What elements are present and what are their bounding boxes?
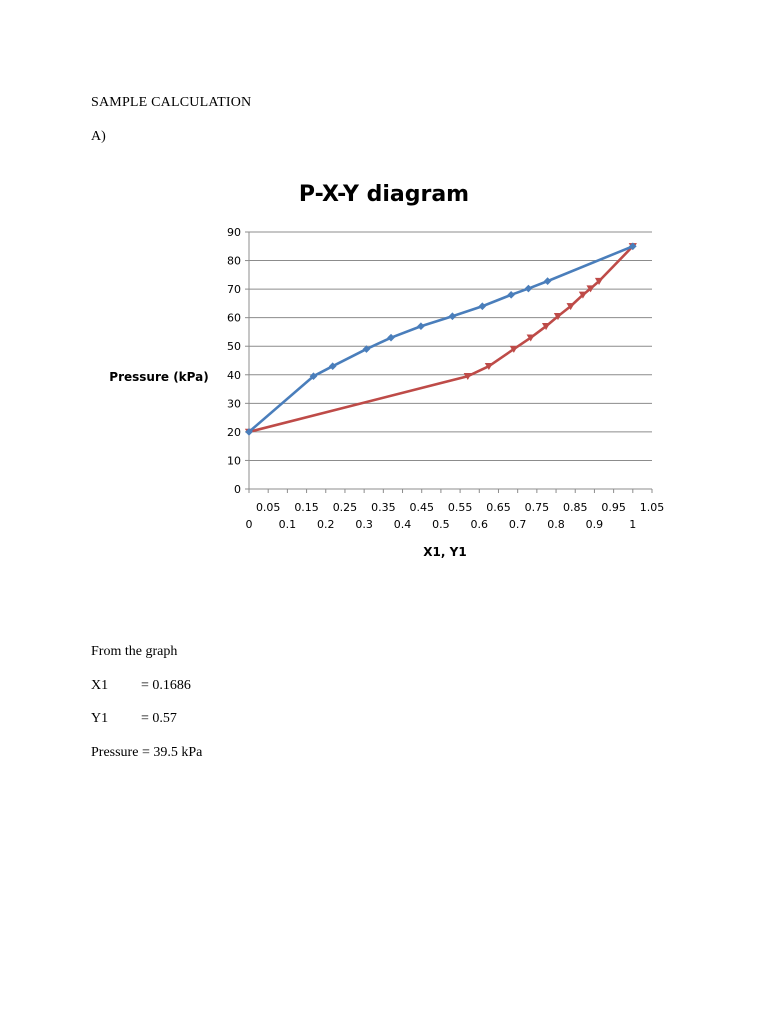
y-tick-label-3: 30 <box>227 397 241 410</box>
series-0-point-10 <box>543 277 552 285</box>
x-tick-label-upper-1: 0.15 <box>294 501 319 514</box>
x-tick-label-lower-8: 0.8 <box>547 518 565 531</box>
x-tick-label-lower-1: 0.1 <box>279 518 297 531</box>
y-tick-label-2: 20 <box>227 426 241 439</box>
result-label-pressure: Pressure <box>91 745 139 760</box>
y-tick-label-7: 70 <box>227 283 241 296</box>
x-axis-label: X1, Y1 <box>423 545 466 559</box>
series-0-point-3 <box>362 345 371 353</box>
x-tick-label-lower-7: 0.7 <box>509 518 526 531</box>
from-graph-label: From the graph <box>91 644 178 659</box>
y-tick-label-5: 50 <box>227 340 241 353</box>
series-1-point-10 <box>594 277 604 285</box>
x-tick-label-upper-5: 0.55 <box>448 501 473 514</box>
result-value-pressure: = 39.5 kPa <box>141 745 203 760</box>
x-tick-label-lower-5: 0.5 <box>432 518 450 531</box>
result-value-y1: = 0.57 <box>141 711 177 726</box>
y-tick-label-8: 80 <box>227 255 241 268</box>
series-1-point-2 <box>484 363 494 371</box>
y-tick-label-6: 60 <box>227 312 241 325</box>
series-1-point-5 <box>541 323 551 331</box>
series-1-point-3 <box>509 345 518 353</box>
x-tick-label-upper-4: 0.45 <box>409 501 434 514</box>
chart-svg: P-X-Y diagram Pressure (kPa) X1, Y1 0102… <box>109 182 664 559</box>
series-1-point-7 <box>566 303 575 311</box>
series-1-point-8 <box>578 291 588 299</box>
result-line-pressure: Pressure = 39.5 kPa <box>91 745 202 761</box>
series-0-point-11 <box>628 242 637 251</box>
series-1-point-6 <box>553 313 563 321</box>
gridlines <box>245 231 653 493</box>
series-0-point-4 <box>387 333 395 342</box>
section-heading: SAMPLE CALCULATION <box>91 95 252 110</box>
series-0-point-2 <box>328 362 337 371</box>
result-line-y1: Y1 = 0.57 <box>91 711 177 727</box>
y-tick-label-0: 0 <box>234 483 241 496</box>
series-1-point-1 <box>463 373 472 381</box>
result-label-y1: Y1 <box>91 711 109 726</box>
series-1-point-9 <box>586 285 595 293</box>
pxy-chart: P-X-Y diagram Pressure (kPa) X1, Y1 0 10 2… <box>100 170 680 570</box>
x-tick-label-lower-2: 0.2 <box>317 518 335 531</box>
series-1-point-4 <box>526 334 535 342</box>
y-tick-label-4: 40 <box>227 369 241 382</box>
series-0-point-6 <box>448 312 457 321</box>
y-axis-label: Pressure (kPa) <box>109 370 208 384</box>
series-line-1 <box>247 244 635 434</box>
x-tick-label-upper-3: 0.35 <box>371 501 396 514</box>
x-tick-label-lower-9: 0.9 <box>586 518 604 531</box>
series-0-point-8 <box>507 290 515 299</box>
series-0-point-1 <box>309 372 318 381</box>
series-0 <box>245 242 637 436</box>
x-tick-label-lower-4: 0.4 <box>394 518 412 531</box>
x-tick-label-upper-10: 1.05 <box>640 501 665 514</box>
result-value-x1: = 0.1686 <box>141 678 191 693</box>
series-0-point-9 <box>524 284 533 293</box>
from-graph-text: From the graph <box>91 644 177 660</box>
series-0-point-7 <box>478 302 487 311</box>
x-tick-label-upper-9: 0.95 <box>601 501 626 514</box>
chart-title: P-X-Y diagram <box>299 182 469 207</box>
x-tick-label-upper-8: 0.85 <box>563 501 588 514</box>
x-tick-label-upper-2: 0.25 <box>333 501 358 514</box>
x-tick-label-lower-3: 0.3 <box>355 518 373 531</box>
series-group <box>244 242 637 436</box>
x-tick-label-upper-6: 0.65 <box>486 501 511 514</box>
x-tick-label-lower-6: 0.6 <box>471 518 489 531</box>
y-tick-label-9: 90 <box>227 226 241 239</box>
part-label: A) <box>91 129 106 144</box>
x-tick-label-lower-0: 0 <box>246 518 253 531</box>
x-tick-label-upper-7: 0.75 <box>525 501 550 514</box>
series-0-point-0 <box>245 428 253 436</box>
x-tick-label-lower-10: 1 <box>629 518 636 531</box>
series-line-0 <box>247 244 635 434</box>
y-tick-label-1: 10 <box>227 454 241 467</box>
x-tick-label-upper-0: 0.05 <box>256 501 281 514</box>
series-1 <box>244 243 637 436</box>
series-0-point-5 <box>417 322 425 331</box>
result-label-x1: X1 <box>91 678 109 693</box>
result-line-x1: X1 = 0.1686 <box>91 678 191 694</box>
